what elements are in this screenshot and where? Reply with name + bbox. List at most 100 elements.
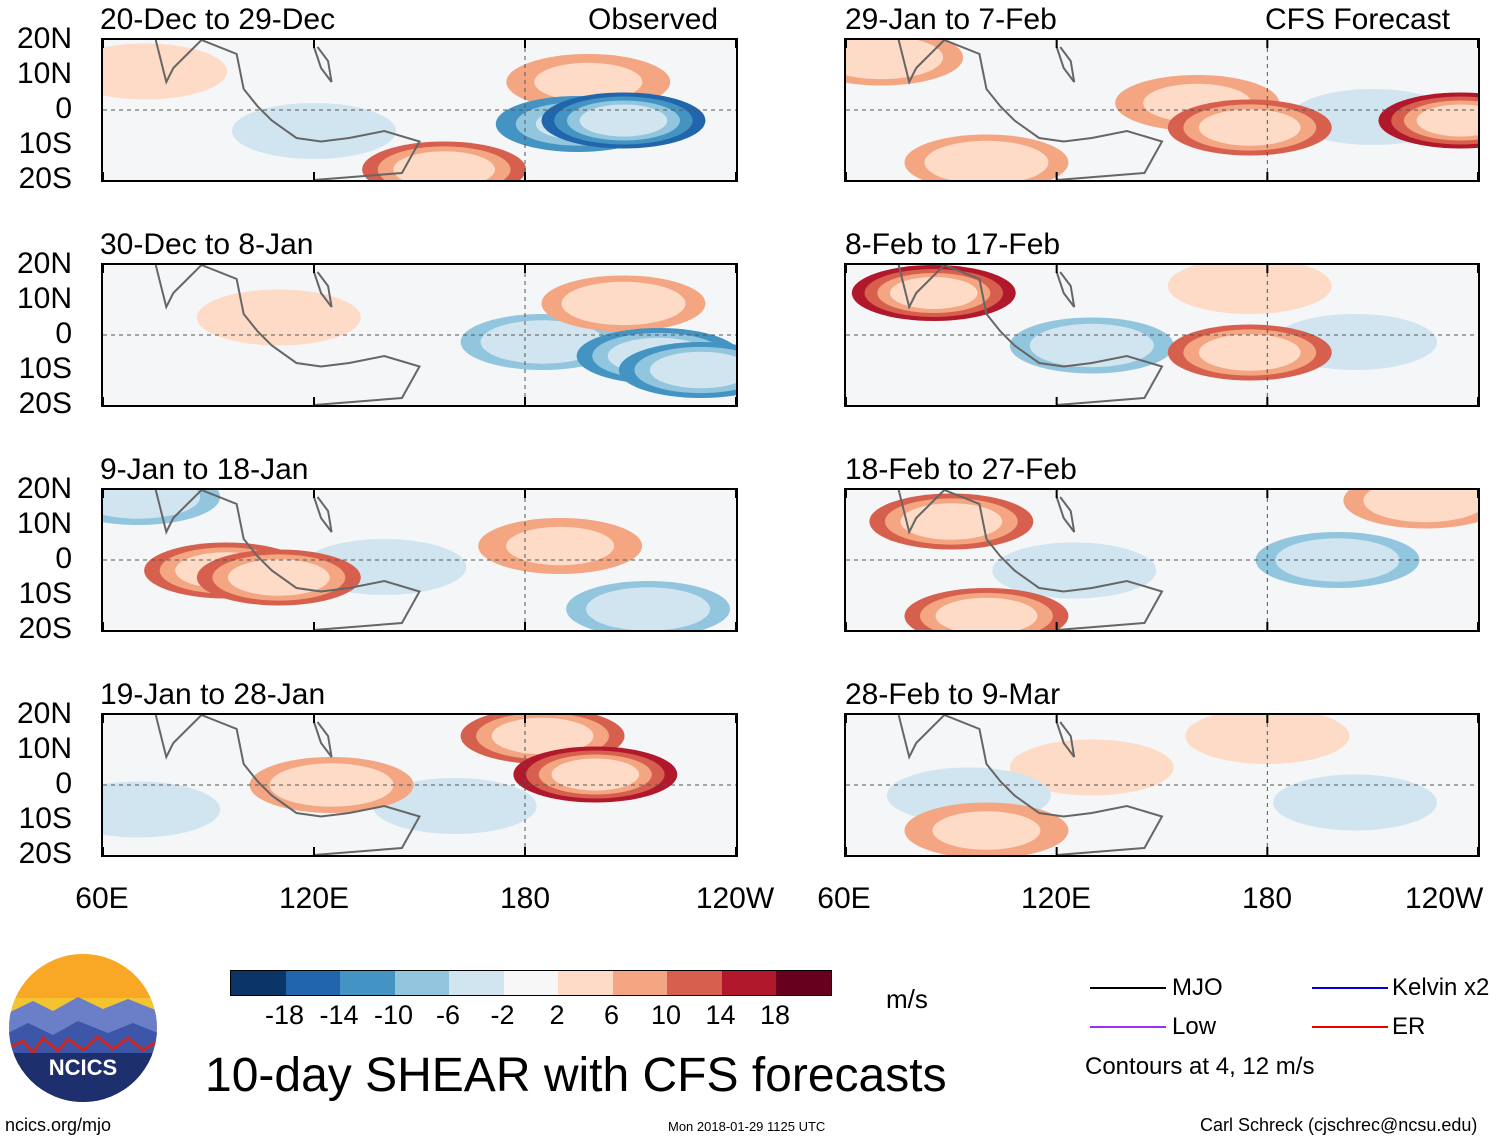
coastline <box>154 715 421 855</box>
y-axis-label: 10S <box>18 127 72 160</box>
panel-title-4: 19-Jan to 28-Jan <box>100 678 326 711</box>
figure-title: 10-day SHEAR with CFS forecasts <box>205 1049 947 1102</box>
shear-anomaly-blob <box>606 593 691 625</box>
legend-mjo-line <box>1090 987 1166 989</box>
shear-anomaly-blob <box>1049 330 1134 361</box>
colorbar-tick: 2 <box>549 1000 565 1030</box>
heatmap-svg <box>846 265 1478 405</box>
heatmap-svg <box>846 715 1478 855</box>
heatmap-panel-7 <box>844 488 1480 632</box>
heatmap-panel-5 <box>844 38 1480 182</box>
coastline-philippines <box>1055 721 1076 758</box>
colorbar-tick: -2 <box>490 1000 515 1030</box>
x-label-120e-left: 120E <box>278 882 350 915</box>
heatmap-panel-1 <box>101 38 738 182</box>
shear-anomaly-blob <box>916 508 987 535</box>
shear-anomaly-blob <box>944 147 1029 178</box>
coastline <box>154 40 421 180</box>
coastline-philippines <box>313 496 333 533</box>
shear-anomaly-blob <box>1383 490 1468 516</box>
colorbar-tick: -14 <box>319 1000 359 1030</box>
shear-anomaly-blob <box>1020 551 1129 590</box>
shear-anomaly-blob <box>400 786 509 826</box>
y-axis-label: 10N <box>16 282 72 315</box>
legend-low-label: Low <box>1172 1013 1217 1040</box>
colorbar-tick: 18 <box>759 1000 791 1030</box>
legend-er-line <box>1312 1026 1388 1028</box>
colorbar-tick: 14 <box>705 1000 736 1030</box>
x-label-120w-left: 120W <box>695 882 775 915</box>
y-axis-label: 10N <box>16 732 72 765</box>
legend-low-line <box>1090 1026 1166 1028</box>
y-axis-label: 20N <box>16 697 72 730</box>
shear-anomaly-blob <box>581 288 666 319</box>
colorbar-swatch <box>231 971 286 995</box>
shear-anomaly-blob <box>1301 783 1410 822</box>
y-axis-label: 0 <box>55 92 72 125</box>
footer-url[interactable]: ncics.org/mjo <box>5 1115 112 1135</box>
shear-anomaly-blob <box>1213 716 1322 756</box>
shear-anomaly-blob <box>932 811 1041 850</box>
panel-title-3: 9-Jan to 18-Jan <box>100 453 309 486</box>
coastline <box>154 265 421 405</box>
y-axis-label: 0 <box>55 317 72 350</box>
coastline-philippines <box>313 721 333 758</box>
shear-anomaly-blob <box>103 52 200 91</box>
heatmap-svg <box>103 490 736 630</box>
heatmap-svg <box>846 490 1478 630</box>
y-axis-label: 0 <box>55 767 72 800</box>
heatmap-panel-4 <box>101 713 738 857</box>
y-axis-label: 20N <box>16 472 72 505</box>
heatmap-panel-6 <box>844 263 1480 407</box>
x-label-120w-right: 120W <box>1405 882 1484 915</box>
coastline-philippines <box>313 271 333 308</box>
panel-title-8: 28-Feb to 9-Mar <box>845 678 1061 711</box>
shear-anomaly-blob <box>224 298 333 337</box>
colorbar-swatch <box>721 971 776 995</box>
coastline-philippines <box>1055 496 1076 533</box>
heatmap-svg <box>103 265 736 405</box>
panel-title-6: 8-Feb to 17-Feb <box>845 228 1061 261</box>
shear-anomaly-blob <box>1195 266 1304 306</box>
shear-anomaly-blob <box>507 722 578 750</box>
colorbar-swatch <box>449 971 504 995</box>
colorbar-swatch <box>394 971 449 995</box>
colorbar-tick: 6 <box>603 1000 620 1030</box>
forecast-label: CFS Forecast <box>1265 3 1451 36</box>
colorbar-tick: -10 <box>373 1000 414 1030</box>
shear-anomaly-blob <box>1214 114 1286 141</box>
x-label-120e-right: 120E <box>1020 882 1092 915</box>
panel-title-5: 29-Jan to 7-Feb <box>845 3 1057 36</box>
shear-anomaly-blob <box>506 526 615 566</box>
coastline <box>154 490 421 630</box>
shear-anomaly-blob <box>1429 108 1478 133</box>
colorbar-swatch <box>776 971 831 995</box>
x-label-60e-left: 60E <box>75 882 129 915</box>
colorbar-swatch <box>558 971 613 995</box>
heatmap-panel-3 <box>101 488 738 632</box>
shear-anomaly-blob <box>243 564 315 591</box>
panel-title-2: 30-Dec to 8-Jan <box>100 228 314 261</box>
coastline <box>897 715 1164 855</box>
x-label-60e-right: 60E <box>817 882 871 915</box>
shear-anomaly-blob <box>408 156 480 180</box>
ncics-logo: NCICS <box>9 954 157 1102</box>
x-label-180-right: 180 <box>1241 882 1293 915</box>
colorbar <box>230 970 832 996</box>
y-axis-label: 10N <box>16 507 72 540</box>
y-axis-label: 10S <box>18 802 72 835</box>
colorbar-unit: m/s <box>886 984 928 1014</box>
y-axis-label: 20S <box>18 837 72 870</box>
heatmap-panel-2 <box>101 263 738 407</box>
shear-anomaly-blob <box>1214 339 1286 366</box>
colorbar-tick: -6 <box>435 1000 460 1030</box>
footer-timestamp: Mon 2018-01-29 1125 UTC <box>668 1119 826 1134</box>
y-axis-label: 20S <box>18 162 72 195</box>
colorbar-swatch <box>612 971 667 995</box>
y-axis-label: 20N <box>16 247 72 280</box>
y-axis-label: 10N <box>16 57 72 90</box>
colorbar-swatch <box>667 971 722 995</box>
shear-anomaly-blob <box>902 281 965 305</box>
colorbar-swatch <box>340 971 395 995</box>
colorbar-tick: 10 <box>650 1000 682 1030</box>
